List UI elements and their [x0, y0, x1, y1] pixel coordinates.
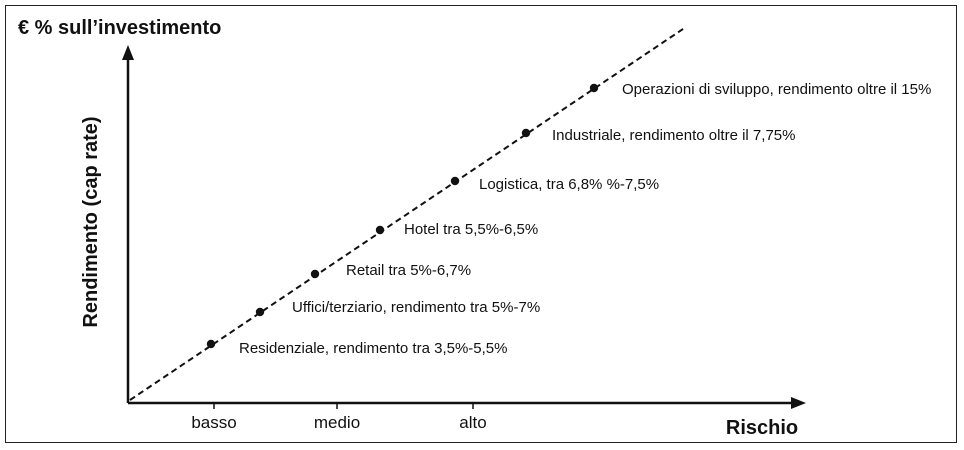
- data-point: [255, 307, 265, 317]
- y-axis-label: Rendimento (cap rate): [80, 116, 102, 327]
- data-point: [521, 128, 531, 138]
- point-label: Uffici/terziario, rendimento tra 5%-7%: [292, 299, 540, 316]
- x-axis-label: Rischio: [726, 417, 798, 439]
- data-point: [206, 339, 216, 349]
- point-label: Residenziale, rendimento tra 3,5%-5,5%: [239, 340, 507, 357]
- data-point: [450, 176, 460, 186]
- point-label: Logistica, tra 6,8% %-7,5%: [479, 176, 659, 193]
- data-point: [589, 83, 599, 93]
- chart-frame: [5, 5, 957, 443]
- x-tick-label: medio: [314, 413, 360, 432]
- point-label: Operazioni di sviluppo, rendimento oltre…: [622, 81, 931, 98]
- x-tick-label: basso: [191, 413, 236, 432]
- point-label: Retail tra 5%-6,7%: [346, 262, 471, 279]
- chart-title: € % sull’investimento: [18, 17, 221, 39]
- x-tick-label: alto: [459, 413, 486, 432]
- point-label: Hotel tra 5,5%-6,5%: [404, 221, 538, 238]
- data-point: [375, 225, 385, 235]
- y-axis-arrow: [122, 45, 134, 60]
- x-axis-arrow: [791, 397, 806, 409]
- data-point: [310, 269, 320, 279]
- trend-line: [129, 26, 687, 401]
- point-label: Industriale, rendimento oltre il 7,75%: [552, 127, 795, 144]
